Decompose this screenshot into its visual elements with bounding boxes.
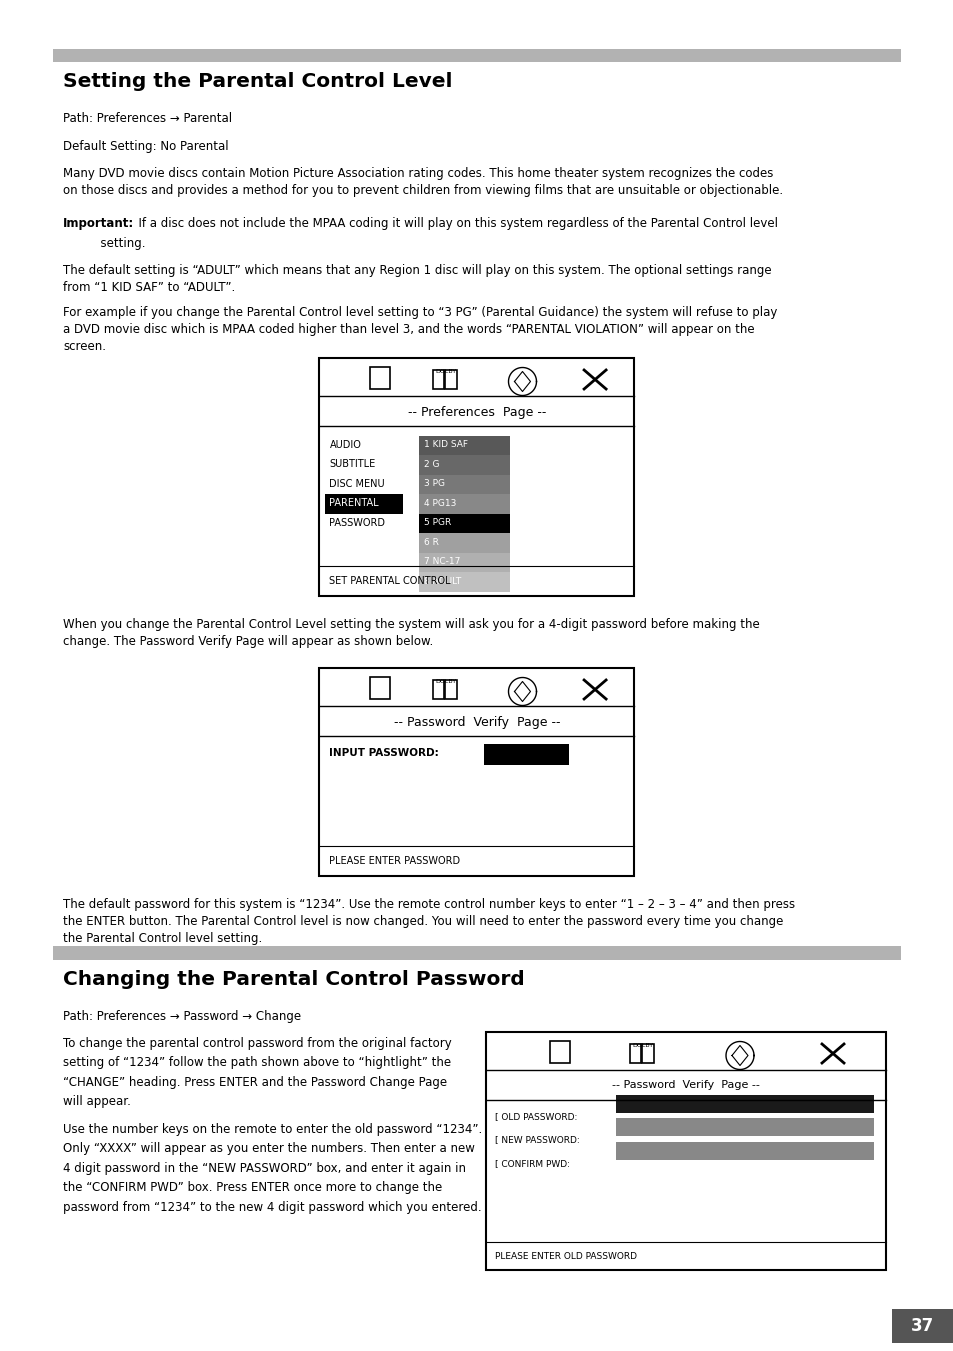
Text: [ CONFIRM PWD:: [ CONFIRM PWD: — [495, 1159, 569, 1169]
Bar — [616, 1119, 873, 1136]
Bar — [419, 436, 509, 455]
Text: PARENTAL: PARENTAL — [329, 499, 378, 508]
Bar — [484, 744, 569, 765]
Bar — [616, 1142, 873, 1161]
Bar — [370, 367, 390, 389]
Bar — [53, 947, 900, 961]
Text: Use the number keys on the remote to enter the old password “1234”.: Use the number keys on the remote to ent… — [63, 1123, 482, 1136]
Text: The default password for this system is “1234”. Use the remote control number ke: The default password for this system is … — [63, 898, 794, 944]
Text: Path: Preferences → Password → Change: Path: Preferences → Password → Change — [63, 1011, 301, 1023]
Text: INPUT PASSWORD:: INPUT PASSWORD: — [329, 748, 438, 758]
Text: To change the parental control password from the original factory: To change the parental control password … — [63, 1038, 452, 1050]
Text: The default setting is “ADULT” which means that any Region 1 disc will play on t: The default setting is “ADULT” which mea… — [63, 263, 771, 295]
Text: SUBTITLE: SUBTITLE — [329, 459, 375, 470]
Bar — [485, 1032, 885, 1270]
Bar — [891, 1309, 953, 1343]
Bar — [641, 1044, 654, 1063]
Text: -- Password  Verify  Page --: -- Password Verify Page -- — [394, 716, 559, 730]
Text: Important:: Important: — [63, 218, 134, 230]
Text: PASSWORD: PASSWORD — [329, 517, 385, 528]
Text: PLEASE ENTER PASSWORD: PLEASE ENTER PASSWORD — [329, 857, 460, 866]
Text: SET PARENTAL CONTROL: SET PARENTAL CONTROL — [329, 576, 451, 586]
Text: Changing the Parental Control Password: Changing the Parental Control Password — [63, 970, 524, 989]
Text: 4 PG13: 4 PG13 — [424, 499, 456, 508]
Text: “CHANGE” heading. Press ENTER and the Password Change Page: “CHANGE” heading. Press ENTER and the Pa… — [63, 1075, 447, 1089]
Text: When you change the Parental Control Level setting the system will ask you for a: When you change the Parental Control Lev… — [63, 617, 759, 648]
Text: -- Password  Verify  Page --: -- Password Verify Page -- — [612, 1079, 760, 1090]
Text: setting.: setting. — [63, 236, 146, 250]
Bar — [433, 370, 444, 389]
Text: Path: Preferences → Parental: Path: Preferences → Parental — [63, 112, 232, 126]
Text: DOLBY: DOLBY — [435, 680, 456, 684]
Text: 2 G: 2 G — [424, 459, 439, 469]
Text: 37: 37 — [910, 1317, 934, 1335]
Text: Default Setting: No Parental: Default Setting: No Parental — [63, 141, 229, 153]
Text: PLEASE ENTER OLD PASSWORD: PLEASE ENTER OLD PASSWORD — [495, 1252, 637, 1260]
Bar — [419, 455, 509, 476]
Text: password from “1234” to the new 4 digit password which you entered.: password from “1234” to the new 4 digit … — [63, 1201, 481, 1215]
Text: DOLBY: DOLBY — [632, 1043, 653, 1048]
Text: 7 NC-17: 7 NC-17 — [424, 558, 460, 566]
Text: [ OLD PASSWORD:: [ OLD PASSWORD: — [495, 1112, 577, 1121]
Bar — [616, 1096, 873, 1113]
Text: -- Preferences  Page --: -- Preferences Page -- — [407, 407, 546, 419]
Bar — [629, 1044, 640, 1063]
Bar — [445, 370, 456, 389]
Bar — [319, 667, 634, 875]
Bar — [419, 513, 509, 534]
Bar — [445, 680, 456, 698]
Bar — [419, 553, 509, 573]
Bar — [419, 476, 509, 494]
Bar — [550, 1042, 569, 1063]
Text: Setting the Parental Control Level: Setting the Parental Control Level — [63, 72, 452, 91]
Text: 4 digit password in the “NEW PASSWORD” box, and enter it again in: 4 digit password in the “NEW PASSWORD” b… — [63, 1162, 465, 1175]
Text: setting of “1234” follow the path shown above to “hightlight” the: setting of “1234” follow the path shown … — [63, 1056, 451, 1070]
Text: 1 KID SAF: 1 KID SAF — [424, 440, 468, 450]
Text: DOLBY: DOLBY — [435, 369, 456, 374]
Text: If a disc does not include the MPAA coding it will play on this system regardles: If a disc does not include the MPAA codi… — [131, 218, 778, 230]
Bar — [325, 494, 403, 513]
Bar — [370, 677, 390, 698]
Text: AUDIO: AUDIO — [329, 440, 361, 450]
Bar — [433, 680, 444, 698]
Text: will appear.: will appear. — [63, 1096, 131, 1109]
Bar — [53, 49, 900, 62]
Text: For example if you change the Parental Control level setting to “3 PG” (Parental: For example if you change the Parental C… — [63, 305, 777, 353]
Bar — [419, 534, 509, 553]
Text: the “CONFIRM PWD” box. Press ENTER once more to change the: the “CONFIRM PWD” box. Press ENTER once … — [63, 1182, 442, 1194]
Text: DISC MENU: DISC MENU — [329, 480, 385, 489]
Text: 3 PG: 3 PG — [424, 480, 445, 489]
Bar — [419, 494, 509, 513]
Text: [ NEW PASSWORD:: [ NEW PASSWORD: — [495, 1135, 579, 1144]
Bar — [419, 573, 509, 592]
Text: 8 ADULT: 8 ADULT — [424, 577, 461, 586]
Text: 6 R: 6 R — [424, 538, 439, 547]
Text: 5 PGR: 5 PGR — [424, 519, 452, 527]
Text: Many DVD movie discs contain Motion Picture Association rating codes. This home : Many DVD movie discs contain Motion Pict… — [63, 168, 782, 197]
Text: Only “XXXX” will appear as you enter the numbers. Then enter a new: Only “XXXX” will appear as you enter the… — [63, 1143, 475, 1155]
Bar — [319, 358, 634, 596]
